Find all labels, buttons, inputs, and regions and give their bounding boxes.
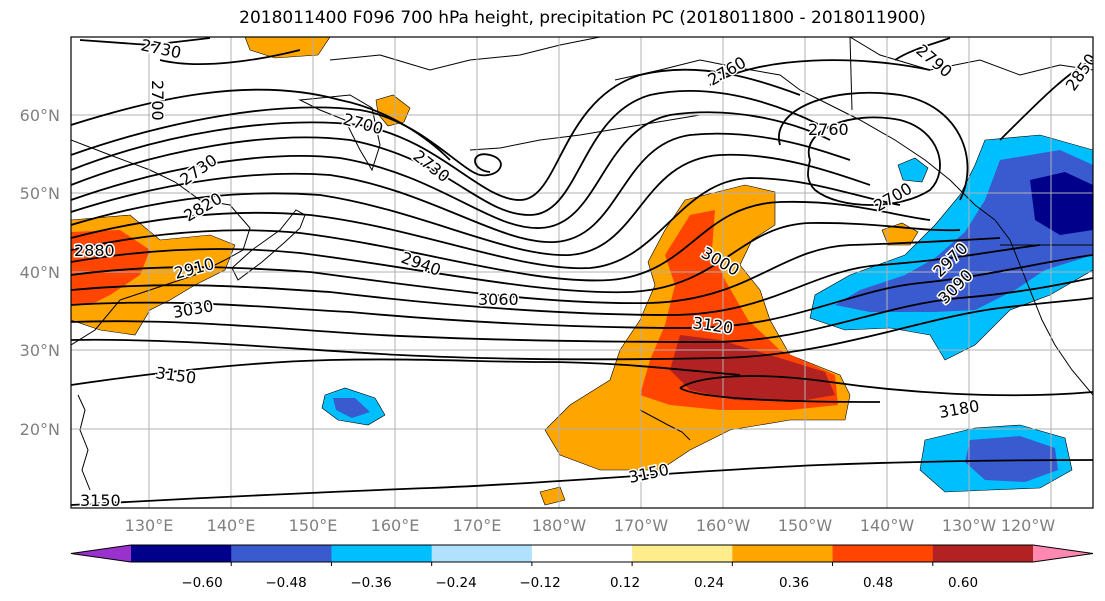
contour-line [159,49,301,65]
height-contours [71,37,1093,506]
lat-label: 20°N [20,420,60,439]
colorbar-tick-label: 0.60 [948,575,978,591]
lat-label: 60°N [20,106,60,125]
colorbar-tick-label: −0.48 [265,575,306,591]
contour-line [999,59,1093,141]
contour-line [71,459,1093,506]
coastline-alaska [614,59,996,221]
colorbar-tick-labels: −0.60 −0.48 −0.36 −0.24 −0.12 0.12 0.24 … [181,575,978,591]
lon-label: 130°E [125,516,174,535]
contour-line [71,222,961,294]
contour-line [71,237,1001,305]
coastline-japan [231,209,306,281]
colorbar-segment [732,545,834,562]
lon-label: 150°W [778,516,833,535]
contour-line [71,358,741,386]
coastline-hawaii [639,409,691,441]
lon-label: 130°W [942,516,997,535]
lat-label: 50°N [20,184,60,203]
lon-labels: 130°E 140°E 150°E 160°E 170°E 180°W 170°… [125,516,1056,535]
colorbar [70,544,1094,566]
precip-negative-southeast-core [965,436,1058,482]
coastline-siberia [329,37,601,71]
contour-line [71,132,851,243]
colorbar-tick-label: −0.24 [435,575,476,591]
lon-label: 140°W [860,516,915,535]
colorbar-tick-label: 0.12 [610,575,640,591]
precip-positive-max [670,335,835,402]
contour-line [778,91,969,201]
coastline-philippines [77,394,91,491]
contour-label: 3060 [478,290,519,309]
colorbar-extend-low [71,545,131,562]
colorbar-segment [832,545,934,562]
contour-line [71,106,502,177]
contour-line [71,277,1093,343]
colorbar-segment [231,545,332,562]
contour-line [71,297,1093,361]
contour-line [71,90,821,216]
precip-negative-dateline-core [333,398,370,418]
colorbar-segment [531,545,633,562]
precip-negative-northeast-max [1030,172,1093,235]
colorbar-segment [932,545,1034,562]
contour-line [71,200,931,282]
contour-line [71,153,871,256]
colorbar-outline [70,544,1094,563]
contour-line [679,375,1093,403]
lon-label: 140°E [207,516,256,535]
coastline-aleutians [469,114,701,151]
coastline-east-asia [71,139,251,346]
colorbar-segment [331,545,433,562]
contour-label: 2760 [808,120,849,139]
lat-label: 30°N [20,341,60,360]
lon-label: 170°W [614,516,669,535]
contour-line [71,244,1041,316]
lon-label: 170°E [453,516,502,535]
border-alaska [849,37,853,111]
colorbar-segment [632,545,733,562]
lon-label: 160°E [371,516,420,535]
colorbar-segment [131,545,232,562]
coastline-north-america [994,219,1093,396]
colorbar-tick-label: −0.60 [181,575,222,591]
map-frame [70,36,1094,509]
map-title: 2018011400 F096 700 hPa height, precipit… [239,8,926,28]
coastline-arctic [849,37,1093,76]
contour-label: 2880 [74,241,115,260]
contour-line [71,68,801,201]
contour-line [807,116,941,206]
colorbar-tick-label: 0.36 [779,575,809,591]
precip-shading [71,37,1093,506]
gridlines [71,37,1093,508]
precip-positive-east-asia-core [71,230,150,305]
contour-label: 3150 [80,491,121,510]
precip-negative-alaska [897,157,929,183]
precip-positive-north [244,37,331,59]
colorbar-tick-label: −0.36 [350,575,391,591]
lon-label: 160°W [696,516,751,535]
contour-line [71,177,901,270]
colorbar-tick-label: 0.48 [863,575,893,591]
contour-line [71,254,1093,329]
contour-label: 2700 [148,80,167,121]
colorbar-tick-label: −0.12 [519,575,560,591]
colorbar-tick-label: 0.24 [694,575,724,591]
contour-line [71,111,831,229]
lon-label: 150°E [289,516,338,535]
lat-label: 40°N [20,263,60,282]
map-canvas: 2730 2700 2760 2790 2850 2880 2910 2820 … [71,37,1093,510]
lat-labels: 60°N 50°N 40°N 30°N 20°N [20,106,60,439]
coastline-kamchatka [298,94,381,172]
coastlines [71,37,1093,491]
contour-line [79,37,211,46]
colorbar-extend-high [1033,545,1093,562]
lon-label: 120°W [1001,516,1056,535]
contour-line [894,37,951,61]
lon-label: 180°W [532,516,587,535]
contour-line [709,59,931,86]
colorbar-segment [431,545,533,562]
